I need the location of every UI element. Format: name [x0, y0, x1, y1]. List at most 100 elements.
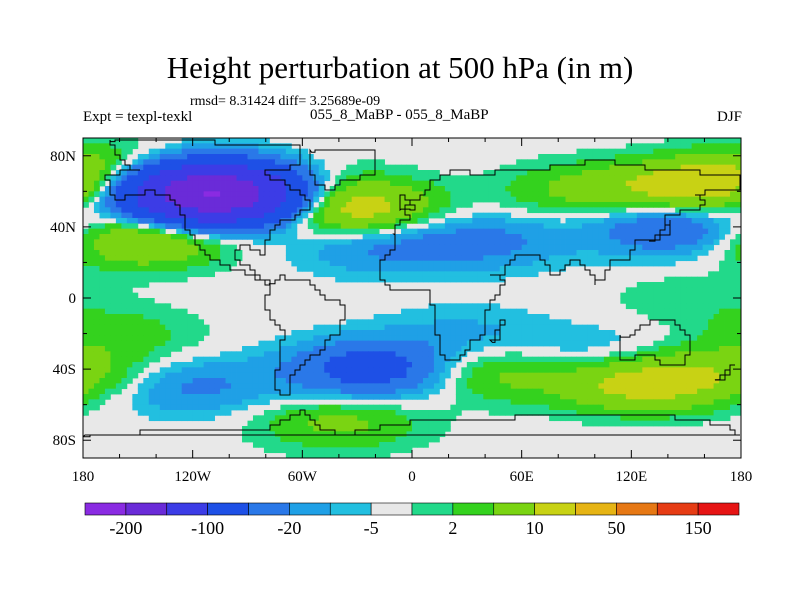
- field-cell: [713, 207, 720, 214]
- field-cell: [401, 335, 407, 342]
- field-cell: [576, 234, 583, 240]
- field-cell: [592, 234, 599, 240]
- field-cell: [598, 383, 605, 390]
- field-cell: [198, 186, 205, 192]
- field-cell: [680, 159, 687, 166]
- field-cell: [724, 191, 731, 198]
- field-cell: [121, 351, 128, 358]
- field-cell: [362, 276, 369, 283]
- field-cell: [154, 170, 161, 176]
- field-cell: [494, 330, 501, 336]
- field-cell: [280, 191, 287, 198]
- field-cell: [702, 191, 709, 198]
- field-cell: [379, 319, 385, 326]
- field-cell: [368, 324, 375, 331]
- field-cell: [104, 367, 111, 374]
- field-cell: [571, 340, 577, 347]
- field-cell: [719, 372, 725, 379]
- field-cell: [620, 298, 627, 304]
- field-cell: [505, 324, 512, 331]
- field-cell: [560, 410, 566, 416]
- field-cell: [373, 228, 380, 235]
- field-cell: [450, 346, 457, 352]
- field-cell: [730, 180, 736, 187]
- field-cell: [203, 388, 210, 395]
- field-cell: [538, 218, 544, 224]
- field-cell: [390, 196, 396, 203]
- field-cell: [395, 335, 402, 342]
- field-cell: [236, 356, 243, 363]
- field-cell: [702, 298, 709, 304]
- field-cell: [422, 330, 429, 336]
- field-cell: [680, 335, 687, 342]
- field-cell: [192, 164, 199, 171]
- field-cell: [653, 186, 660, 192]
- field-cell: [708, 164, 714, 171]
- field-cell: [307, 186, 314, 192]
- field-cell: [532, 239, 539, 246]
- field-cell: [242, 143, 248, 150]
- field-cell: [609, 148, 616, 155]
- field-cell: [653, 244, 660, 251]
- field-cell: [99, 170, 106, 176]
- field-cell: [247, 186, 254, 192]
- field-cell: [198, 367, 205, 374]
- field-cell: [642, 180, 649, 187]
- field-cell: [351, 367, 358, 374]
- field-cell: [121, 282, 128, 288]
- field-cell: [412, 388, 418, 395]
- field-cell: [280, 335, 287, 342]
- field-cell: [401, 196, 407, 203]
- field-cell: [258, 436, 265, 443]
- field-cell: [702, 239, 709, 246]
- field-cell: [466, 378, 473, 384]
- field-cell: [220, 404, 226, 411]
- field-cell: [603, 340, 610, 347]
- field-cell: [647, 218, 654, 224]
- field-cell: [455, 234, 462, 240]
- field-cell: [433, 266, 440, 272]
- field-cell: [307, 415, 314, 422]
- field-cell: [417, 255, 424, 262]
- field-cell: [543, 159, 550, 166]
- field-cell: [384, 239, 391, 246]
- field-cell: [697, 319, 704, 326]
- field-cell: [115, 250, 122, 256]
- field-cell: [571, 356, 577, 363]
- field-cell: [165, 244, 172, 251]
- field-cell: [730, 314, 736, 320]
- field-cell: [126, 282, 133, 288]
- field-cell: [697, 239, 704, 246]
- field-cell: [581, 404, 588, 411]
- field-cell: [159, 399, 166, 406]
- field-cell: [571, 415, 577, 422]
- field-cell: [110, 330, 117, 336]
- field-cell: [181, 148, 188, 155]
- field-cell: [592, 340, 599, 347]
- field-cell: [417, 362, 424, 368]
- field-cell: [99, 346, 106, 352]
- field-cell: [538, 383, 544, 390]
- field-cell: [532, 202, 539, 208]
- field-cell: [614, 170, 621, 176]
- field-cell: [83, 239, 89, 246]
- field-cell: [324, 394, 331, 400]
- field-cell: [263, 388, 270, 395]
- field-cell: [313, 212, 320, 219]
- field-cell: [483, 186, 490, 192]
- field-cell: [549, 415, 555, 422]
- field-cell: [669, 234, 676, 240]
- field-cell: [170, 367, 177, 374]
- field-cell: [735, 330, 741, 336]
- field-cell: [148, 410, 155, 416]
- field-cell: [307, 330, 314, 336]
- field-cell: [220, 234, 226, 240]
- field-cell: [592, 191, 599, 198]
- field-cell: [691, 287, 698, 294]
- field-cell: [499, 314, 506, 320]
- field-cell: [252, 202, 259, 208]
- field-cell: [401, 260, 407, 267]
- field-cell: [603, 335, 610, 342]
- field-cell: [148, 170, 155, 176]
- field-cell: [351, 244, 358, 251]
